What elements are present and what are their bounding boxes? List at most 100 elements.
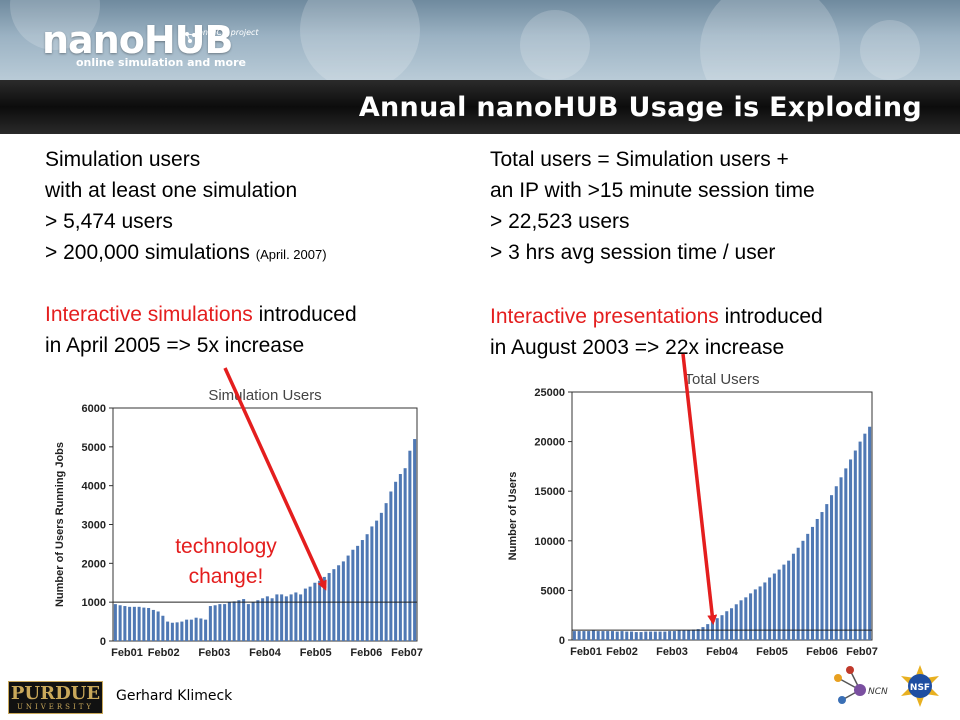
y-tick-label: 4000 bbox=[82, 481, 106, 493]
simulation-users-chart: 0 1000 2000 3000 4000 5000 6000 Feb01 Feb02 Feb03… bbox=[54, 387, 423, 659]
chart-title: Total Users bbox=[684, 371, 759, 388]
bar bbox=[227, 602, 231, 641]
bar bbox=[370, 526, 374, 641]
bar bbox=[237, 600, 241, 641]
y-tick-label: 6000 bbox=[82, 403, 106, 415]
y-axis-label: Number of Users Running Jobs bbox=[54, 442, 66, 607]
bar bbox=[208, 606, 212, 641]
left-line-5: Interactive simulations introduced bbox=[45, 299, 357, 330]
bar bbox=[758, 586, 762, 640]
bar bbox=[653, 631, 657, 640]
bar bbox=[649, 631, 653, 640]
y-tick-label: 3000 bbox=[82, 520, 106, 532]
right-red-phrase: Interactive presentations bbox=[490, 305, 719, 328]
y-tick-label: 20000 bbox=[534, 437, 565, 449]
left-red-phrase: Interactive simulations bbox=[45, 303, 253, 326]
x-tick-label: Feb02 bbox=[606, 646, 638, 658]
virus-decoration bbox=[300, 0, 420, 80]
bar bbox=[639, 632, 643, 640]
bar bbox=[596, 631, 600, 640]
bar bbox=[772, 573, 776, 640]
bar bbox=[777, 569, 781, 640]
bar bbox=[825, 504, 829, 640]
bar bbox=[634, 632, 638, 640]
y-tick-label: 1000 bbox=[82, 597, 106, 609]
virus-decoration bbox=[860, 20, 920, 80]
ncn-logo-icon[interactable]: NCN bbox=[830, 664, 894, 710]
bar bbox=[834, 486, 838, 640]
virus-decoration bbox=[700, 0, 840, 80]
nanohub-logo[interactable]: nanoHUB bbox=[42, 18, 233, 62]
bar bbox=[261, 598, 265, 641]
bar bbox=[730, 608, 734, 640]
logo-tagline: online simulation and more bbox=[76, 56, 246, 69]
bar bbox=[739, 600, 743, 640]
x-tick-label: Feb01 bbox=[570, 646, 602, 658]
right-line-5-rest: introduced bbox=[718, 305, 823, 328]
bar bbox=[147, 607, 151, 641]
bar bbox=[275, 594, 279, 641]
bar bbox=[256, 600, 260, 641]
bar bbox=[360, 540, 364, 641]
bar bbox=[128, 606, 132, 641]
bar bbox=[763, 582, 767, 640]
bar bbox=[587, 631, 591, 640]
bar bbox=[625, 631, 629, 640]
left-line-1: Simulation users bbox=[45, 148, 201, 171]
x-tick-label: Feb04 bbox=[706, 646, 739, 658]
bar bbox=[801, 540, 805, 640]
bar bbox=[582, 631, 586, 640]
bar bbox=[156, 611, 160, 641]
y-tick-label: 5000 bbox=[82, 442, 106, 454]
bar bbox=[322, 576, 326, 641]
bar bbox=[175, 622, 179, 641]
bar bbox=[572, 631, 576, 640]
bar bbox=[715, 618, 719, 640]
bar bbox=[839, 477, 843, 640]
right-line-5: Interactive presentations introduced bbox=[490, 301, 823, 332]
left-line-5-rest: introduced bbox=[252, 303, 357, 326]
bar bbox=[280, 594, 284, 641]
y-tick-label: 0 bbox=[559, 635, 565, 647]
bar bbox=[318, 580, 322, 641]
bar bbox=[294, 592, 298, 641]
bar bbox=[687, 630, 691, 640]
bar bbox=[413, 439, 417, 641]
x-tick-label: Feb03 bbox=[656, 646, 688, 658]
bar bbox=[696, 629, 700, 640]
bar bbox=[830, 495, 834, 640]
y-tick-label: 0 bbox=[100, 636, 106, 648]
bar bbox=[672, 631, 676, 640]
bar bbox=[577, 631, 581, 640]
bar bbox=[341, 561, 345, 641]
x-tick-label: Feb06 bbox=[806, 646, 838, 658]
title-bar bbox=[0, 80, 960, 134]
bar bbox=[663, 631, 667, 640]
svg-text:NSF: NSF bbox=[910, 683, 930, 693]
left-line-4-note: (April. 2007) bbox=[255, 247, 327, 262]
bar bbox=[161, 615, 165, 641]
bar bbox=[782, 564, 786, 640]
bar bbox=[706, 624, 710, 640]
bar bbox=[332, 569, 336, 641]
bar bbox=[408, 450, 412, 641]
purdue-logo[interactable]: PURDUE UNIVERSITY bbox=[8, 681, 103, 714]
svg-text:NCN: NCN bbox=[868, 687, 888, 697]
left-line-3: > 5,474 users bbox=[45, 210, 173, 233]
left-line-4-text: > 200,000 simulations bbox=[45, 241, 250, 264]
ncn-mark-icon bbox=[185, 32, 196, 43]
bar bbox=[720, 615, 724, 640]
bar bbox=[270, 598, 274, 641]
x-tick-label: Feb01 bbox=[111, 647, 143, 659]
right-line-2: an IP with >15 minute session time bbox=[490, 179, 815, 202]
y-tick-label: 10000 bbox=[534, 536, 565, 548]
bar bbox=[753, 589, 757, 640]
x-tick-label: Feb03 bbox=[198, 647, 230, 659]
bar bbox=[725, 611, 729, 640]
left-line-6: in April 2005 => 5x increase bbox=[45, 334, 305, 357]
ncn-project-tag: an NCN project bbox=[198, 28, 259, 37]
bar bbox=[644, 631, 648, 640]
bar bbox=[389, 491, 393, 641]
nsf-logo-icon[interactable]: NSF bbox=[898, 664, 942, 708]
bar bbox=[223, 604, 227, 641]
